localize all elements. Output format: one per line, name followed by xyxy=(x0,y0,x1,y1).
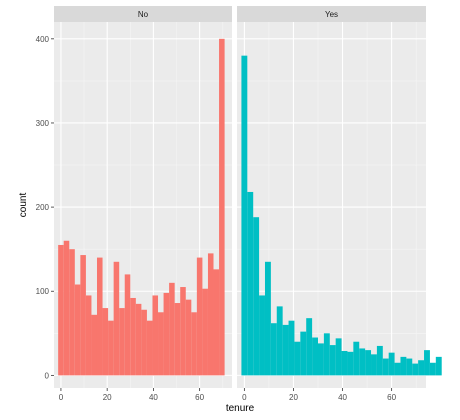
bars-yes xyxy=(241,55,442,376)
bar-no xyxy=(196,257,203,376)
bar-yes xyxy=(270,323,277,376)
y-axis-title: count xyxy=(18,193,29,218)
bar-no xyxy=(191,312,197,376)
y-axis: 0 100 200 300 400 xyxy=(36,35,54,380)
bar-no xyxy=(119,308,125,376)
bar-no xyxy=(219,38,225,376)
bar-yes xyxy=(382,358,389,376)
bar-yes xyxy=(318,343,324,376)
bar-yes xyxy=(406,358,413,376)
bar-no xyxy=(141,309,147,376)
bar-no xyxy=(152,295,159,376)
bar-yes xyxy=(259,295,265,376)
x-tick-label: 40 xyxy=(149,393,158,402)
x-tick-label: 0 xyxy=(59,393,64,402)
y-tick-label: 0 xyxy=(45,371,50,380)
bar-no xyxy=(96,257,103,376)
panel-yes: Yes xyxy=(237,6,442,388)
bar-yes xyxy=(329,345,336,376)
strip-label-yes: Yes xyxy=(325,10,338,19)
bar-no xyxy=(146,320,153,376)
bars-no xyxy=(58,38,225,376)
bar-yes xyxy=(435,356,442,376)
bar-no xyxy=(163,292,170,376)
bar-no xyxy=(63,240,70,376)
bar-no xyxy=(185,299,192,376)
x-tick-label: 20 xyxy=(103,393,112,402)
bar-no xyxy=(130,297,136,376)
x-tick-label: 60 xyxy=(195,393,204,402)
x-tick-label: 20 xyxy=(289,393,298,402)
bar-yes xyxy=(312,337,318,376)
bar-no xyxy=(80,255,86,376)
bar-yes xyxy=(306,318,313,376)
bar-yes xyxy=(429,362,436,376)
bar-no xyxy=(69,249,75,376)
bar-no xyxy=(58,244,64,376)
bar-yes xyxy=(288,320,295,376)
bar-no xyxy=(85,295,92,376)
y-tick-label: 200 xyxy=(36,203,50,212)
bar-no xyxy=(174,303,181,376)
bar-yes xyxy=(353,341,360,376)
panel-no: No xyxy=(54,6,232,388)
bar-no xyxy=(158,312,164,376)
x-tick-label: 40 xyxy=(338,393,347,402)
bar-yes xyxy=(282,324,289,376)
bar-no xyxy=(113,261,120,376)
strip-yes xyxy=(237,6,426,22)
x-tick-label: 0 xyxy=(242,393,247,402)
bar-no xyxy=(169,282,175,376)
bar-no xyxy=(213,269,220,376)
bar-yes xyxy=(371,354,377,376)
strip-label-no: No xyxy=(138,10,149,19)
bar-yes xyxy=(253,217,260,376)
strip-no xyxy=(54,6,232,22)
x-axis-title: tenure xyxy=(226,403,255,414)
bar-no xyxy=(108,320,114,376)
bar-yes xyxy=(276,306,283,376)
bar-yes xyxy=(247,191,254,376)
bar-yes xyxy=(412,363,419,376)
x-tick-label: 60 xyxy=(387,393,396,402)
bar-yes xyxy=(388,352,395,376)
bar-yes xyxy=(341,350,348,376)
bar-yes xyxy=(400,356,407,376)
bar-yes xyxy=(394,362,401,376)
bar-yes xyxy=(359,348,366,376)
bar-yes xyxy=(365,350,372,376)
bar-yes xyxy=(335,338,342,376)
bar-yes xyxy=(323,333,330,376)
bar-no xyxy=(180,287,186,376)
bar-no xyxy=(74,284,81,376)
bar-yes xyxy=(300,331,307,376)
bar-no xyxy=(91,314,97,376)
bar-no xyxy=(135,303,142,376)
y-tick-label: 300 xyxy=(36,119,50,128)
bar-no xyxy=(124,274,131,376)
bar-yes xyxy=(264,261,271,376)
bar-yes xyxy=(347,351,354,376)
x-axis: 0 20 40 60 0 20 40 60 xyxy=(59,388,397,402)
bar-yes xyxy=(418,360,425,376)
bar-yes xyxy=(424,350,430,376)
bar-no xyxy=(202,288,208,376)
y-tick-label: 100 xyxy=(36,287,50,296)
bar-yes xyxy=(294,341,301,376)
bar-yes xyxy=(241,55,248,376)
bar-no xyxy=(207,253,214,376)
bar-no xyxy=(102,308,109,376)
y-tick-label: 400 xyxy=(36,35,50,44)
bar-yes xyxy=(376,345,383,376)
